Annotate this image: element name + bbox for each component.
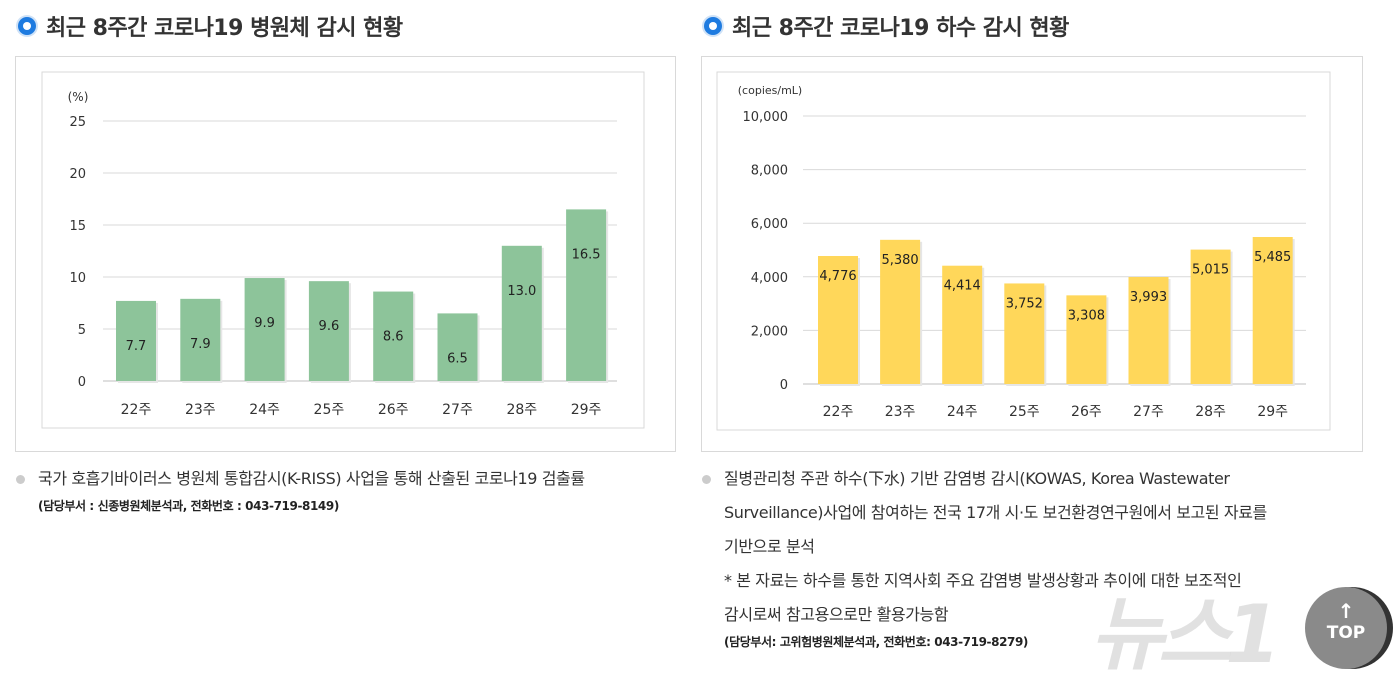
- y-tick-label: 25: [69, 115, 86, 130]
- x-tick-label: 29주: [1257, 404, 1288, 420]
- bar: [1066, 295, 1107, 384]
- bar: [501, 245, 542, 381]
- bar-value-label: 3,752: [1006, 296, 1043, 311]
- bar-value-label: 7.7: [126, 339, 147, 354]
- bar-value-label: 7.9: [190, 337, 211, 352]
- bar-value-label: 8.6: [383, 330, 404, 345]
- title-text: 최근 8주간 코로나19 병원체 감시 현황: [46, 16, 403, 41]
- note-line: Surveillance)사업에 참여하는 전국 17개 시·도 보건환경연구원…: [724, 503, 1267, 522]
- bar-value-label: 5,485: [1254, 250, 1291, 265]
- bar: [942, 265, 983, 384]
- y-tick-label: 6,000: [751, 217, 788, 232]
- x-tick-label: 28주: [1195, 404, 1226, 420]
- bar-value-label: 6.5: [447, 351, 468, 366]
- bar: [1128, 276, 1169, 384]
- x-tick-label: 23주: [185, 402, 216, 418]
- top-button[interactable]: ↑ TOP: [1305, 587, 1387, 669]
- y-axis-label: (copies/mL): [738, 84, 802, 97]
- bar-value-label: 9.6: [319, 319, 340, 334]
- bullet-circle-icon: [18, 17, 36, 35]
- x-tick-label: 27주: [1133, 404, 1164, 420]
- y-tick-label: 10,000: [743, 110, 789, 125]
- x-tick-label: 24주: [947, 404, 978, 420]
- y-axis-label: (%): [68, 90, 89, 104]
- y-tick-label: 15: [69, 219, 86, 234]
- bar: [180, 298, 221, 381]
- bar: [244, 278, 285, 381]
- bar: [1190, 249, 1231, 384]
- bar-value-label: 5,015: [1192, 263, 1229, 278]
- bar: [1004, 283, 1045, 384]
- y-tick-label: 0: [780, 378, 788, 393]
- bar: [437, 313, 478, 381]
- note-left: 국가 호흡기바이러스 병원체 통합감시(K-RISS) 사업을 통해 산출된 코…: [16, 462, 585, 516]
- y-tick-label: 10: [69, 271, 86, 286]
- bar: [880, 239, 921, 384]
- x-tick-label: 25주: [314, 402, 345, 418]
- bar-value-label: 5,380: [881, 253, 918, 268]
- y-tick-label: 5: [78, 323, 86, 338]
- note-line: 감시로써 참고용으로만 활용가능함: [724, 605, 949, 624]
- x-tick-label: 24주: [249, 402, 280, 418]
- arrow-up-icon: ↑: [1337, 599, 1355, 623]
- bar: [1252, 237, 1293, 384]
- bar: [116, 300, 156, 381]
- x-tick-label: 22주: [823, 404, 854, 420]
- bar-value-label: 13.0: [507, 284, 536, 299]
- contact-text: (담당부서 : 신종병원체분석과, 전화번호 : 043-719-8149): [38, 499, 339, 513]
- bar-value-label: 16.5: [572, 247, 601, 262]
- x-tick-label: 22주: [121, 402, 152, 418]
- y-tick-label: 8,000: [751, 164, 788, 179]
- contact-text: (담당부서: 고위험병원체분석과, 전화번호: 043-719-8279): [724, 635, 1028, 649]
- bullet-icon: [702, 475, 711, 484]
- bar: [566, 209, 607, 381]
- bar: [373, 291, 414, 381]
- bar-value-label: 9.9: [254, 316, 275, 331]
- note-line: * 본 자료는 하수를 통한 지역사회 주요 감염병 발생상황과 추이에 대한 …: [724, 571, 1242, 590]
- note-line: 질병관리청 주관 하수(下水) 기반 감염병 감시(KOWAS, Korea W…: [724, 469, 1230, 488]
- note-text: 국가 호흡기바이러스 병원체 통합감시(K-RISS) 사업을 통해 산출된 코…: [38, 469, 585, 488]
- y-tick-label: 0: [78, 375, 86, 390]
- y-tick-label: 4,000: [751, 271, 788, 286]
- note-right: 질병관리청 주관 하수(下水) 기반 감염병 감시(KOWAS, Korea W…: [702, 462, 1267, 652]
- x-tick-label: 28주: [506, 402, 537, 418]
- chart-title-left: 최근 8주간 코로나19 병원체 감시 현황: [18, 10, 403, 42]
- bar-value-label: 4,776: [819, 269, 856, 284]
- top-label: TOP: [1326, 623, 1366, 643]
- x-tick-label: 29주: [571, 402, 602, 418]
- x-tick-label: 27주: [442, 402, 473, 418]
- x-tick-label: 23주: [885, 404, 916, 420]
- watermark-logo: 뉴스1: [1090, 588, 1281, 681]
- bar-value-label: 3,308: [1068, 308, 1105, 323]
- bar: [818, 256, 858, 384]
- bullet-icon: [16, 475, 25, 484]
- note-line: 기반으로 분석: [724, 537, 815, 556]
- bullet-circle-icon: [704, 17, 722, 35]
- title-text: 최근 8주간 코로나19 하수 감시 현황: [732, 16, 1069, 41]
- y-tick-label: 20: [69, 167, 86, 182]
- x-tick-label: 25주: [1009, 404, 1040, 420]
- chart-title-right: 최근 8주간 코로나19 하수 감시 현황: [704, 10, 1069, 42]
- y-tick-label: 2,000: [751, 324, 788, 339]
- x-tick-label: 26주: [378, 402, 409, 418]
- bar-value-label: 3,993: [1130, 290, 1167, 305]
- bar-value-label: 4,414: [944, 279, 981, 294]
- x-tick-label: 26주: [1071, 404, 1102, 420]
- bar: [308, 281, 349, 381]
